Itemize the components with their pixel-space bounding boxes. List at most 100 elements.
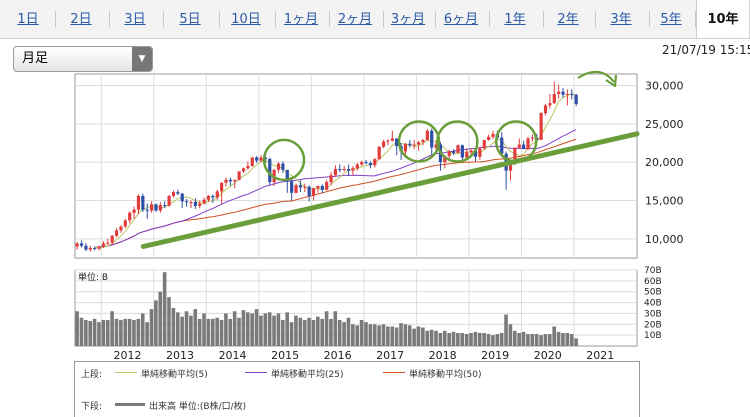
volume-bar	[145, 322, 149, 346]
tab-separator	[543, 11, 544, 27]
candle-body	[303, 186, 307, 188]
volume-bar	[447, 332, 451, 346]
candle-body	[443, 156, 447, 163]
tab-4[interactable]: 5日	[179, 12, 201, 27]
legend-sma25-swatch	[245, 372, 267, 373]
volume-bar	[114, 318, 119, 346]
tab-14[interactable]: 10年	[696, 0, 750, 38]
candle-body	[386, 140, 390, 142]
volume-bar	[232, 311, 237, 346]
volume-bar	[311, 319, 316, 346]
candle-body	[250, 157, 254, 166]
volume-tick-label: 60B	[644, 277, 662, 287]
volume-bar	[394, 327, 399, 346]
candle-body	[97, 246, 101, 249]
candle-body	[285, 169, 289, 182]
candle-body	[263, 157, 267, 160]
tab-12[interactable]: 3年	[610, 12, 632, 27]
candle-body	[351, 168, 355, 171]
price-tick-label: 30,000	[645, 80, 684, 93]
candle-body	[338, 169, 342, 171]
price-tick-label: 10,000	[645, 233, 684, 246]
volume-bar	[477, 332, 482, 346]
tab-7[interactable]: 2ヶ月	[337, 12, 373, 27]
volume-bar	[534, 334, 539, 346]
volume-bar	[565, 332, 570, 346]
volume-bar	[162, 272, 167, 346]
volume-bar	[127, 318, 132, 346]
volume-bar	[569, 334, 574, 346]
volume-bar	[263, 313, 268, 346]
volume-bar	[526, 334, 530, 346]
tab-9[interactable]: 6ヶ月	[443, 12, 479, 27]
volume-tick-label: 30B	[644, 309, 662, 319]
arrow-head-icon	[605, 74, 618, 88]
volume-bar	[75, 311, 79, 346]
volume-bar	[561, 332, 565, 346]
candle-body	[101, 243, 106, 247]
volume-bar	[456, 332, 460, 346]
candle-body	[211, 195, 215, 198]
tab-8[interactable]: 3ヶ月	[390, 12, 426, 27]
candle-body	[228, 179, 232, 182]
volume-bar	[517, 332, 521, 346]
period-select-value: 月足	[22, 51, 49, 66]
x-tick-label: 2016	[324, 349, 352, 362]
volume-bar	[543, 334, 548, 346]
tab-separator	[219, 11, 220, 27]
candle-body	[487, 136, 491, 140]
x-tick-label: 2019	[481, 349, 509, 362]
volume-bar	[180, 316, 184, 346]
candle-body	[434, 144, 438, 148]
volume-bar	[434, 330, 438, 346]
tab-6[interactable]: 1ヶ月	[283, 12, 319, 27]
tab-13[interactable]: 5年	[660, 12, 682, 27]
tab-separator	[383, 11, 384, 27]
candle-body	[290, 181, 294, 193]
volume-bar	[307, 317, 311, 346]
candle-body	[465, 152, 469, 158]
candle-body	[377, 146, 381, 160]
volume-bar	[364, 322, 368, 346]
candle-body	[561, 91, 565, 95]
candle-body	[268, 159, 272, 183]
tab-separator	[595, 11, 596, 27]
volume-bar	[193, 309, 198, 346]
volume-unit-label: 単位: B	[78, 271, 108, 283]
candle-body	[202, 199, 206, 204]
price-tick-label: 20,000	[645, 156, 684, 169]
tab-5[interactable]: 10日	[231, 12, 261, 27]
volume-bar	[241, 310, 246, 346]
candle-body	[355, 164, 359, 169]
volume-bar	[224, 313, 228, 346]
timestamp: 21/07/19 15:15	[662, 43, 750, 57]
price-tick-label: 15,000	[645, 195, 684, 208]
candle-body	[136, 195, 141, 210]
volume-bar	[123, 318, 128, 346]
tab-1[interactable]: 1日	[17, 12, 39, 27]
volume-bar	[425, 330, 430, 346]
tab-2[interactable]: 2日	[70, 12, 92, 27]
volume-tick-label: 20B	[644, 320, 662, 330]
candle-body	[163, 205, 167, 207]
candle-body	[119, 226, 123, 231]
period-select[interactable]: 月足 ▼	[13, 46, 153, 72]
volume-bar	[171, 308, 176, 346]
volume-tick-label: 50B	[644, 288, 662, 298]
candle-body	[425, 130, 429, 140]
candle-body	[543, 105, 548, 114]
tab-11[interactable]: 2年	[557, 12, 579, 27]
volume-bar	[337, 319, 342, 346]
tab-separator	[163, 11, 164, 27]
volume-bar	[272, 315, 276, 346]
tab-separator	[109, 11, 110, 27]
tab-3[interactable]: 3日	[124, 12, 146, 27]
candle-body	[329, 175, 333, 183]
legend-volume-swatch	[115, 403, 145, 406]
volume-bar	[289, 322, 294, 346]
volume-bar	[101, 319, 106, 346]
volume-bar	[298, 317, 303, 346]
volume-bar	[197, 318, 202, 346]
tab-10[interactable]: 1年	[504, 12, 526, 27]
